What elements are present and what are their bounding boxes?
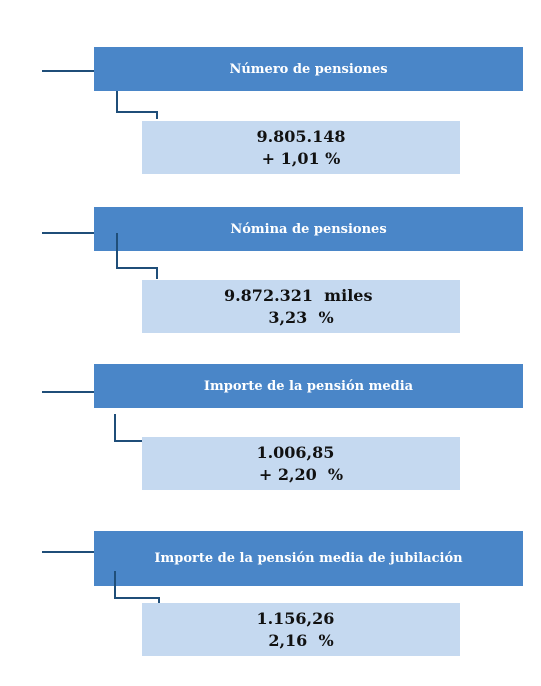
indicator-header: Número de pensiones <box>94 47 523 91</box>
indicator-title: Nómina de pensiones <box>230 221 387 237</box>
connector-line <box>116 91 158 113</box>
indicator-value-box: 9.805.148 + 1,01 % <box>142 121 460 174</box>
indicator-change: 2,16 % <box>268 630 334 650</box>
lead-line <box>42 70 94 72</box>
indicator-change: + 1,01 % <box>261 148 341 168</box>
indicator-header: Importe de la pensión media <box>94 364 523 408</box>
indicator-block-average-pension: Importe de la pensión media 1.006,85 + 2… <box>0 364 541 494</box>
indicator-change: 3,23 % <box>268 307 334 327</box>
lead-line <box>42 232 138 234</box>
indicator-title: Importe de la pensión media <box>203 378 414 394</box>
connector-line <box>114 571 160 599</box>
indicator-value: 1.006,85 <box>256 442 346 462</box>
connector-tail <box>156 111 158 119</box>
indicator-header: Importe de la pensión media de jubilació… <box>94 531 523 586</box>
connector-tail <box>156 267 158 279</box>
indicator-block-pension-payroll: Nómina de pensiones 9.872.321 miles 3,23… <box>0 207 541 337</box>
indicator-value: 1.156,26 <box>256 608 346 628</box>
indicator-title: Importe de la pensión media de jubilació… <box>154 551 463 566</box>
indicator-value: 9.805.148 <box>256 126 346 146</box>
connector-line <box>116 233 158 269</box>
indicator-value-box: 1.006,85 + 2,20 % <box>142 437 460 490</box>
indicator-title: Número de pensiones <box>229 61 388 77</box>
lead-line <box>42 551 94 553</box>
indicator-value-box: 1.156,26 2,16 % <box>142 603 460 656</box>
indicator-value-box: 9.872.321 miles 3,23 % <box>142 280 460 333</box>
indicator-block-average-retirement-pension: Importe de la pensión media de jubilació… <box>0 531 541 661</box>
indicator-change: + 2,20 % <box>258 464 344 484</box>
lead-line <box>42 391 94 393</box>
connector-line <box>114 414 160 442</box>
indicator-header: Nómina de pensiones <box>94 207 523 251</box>
indicator-value: 9.872.321 miles <box>223 285 379 305</box>
indicator-block-pension-count: Número de pensiones 9.805.148 + 1,01 % <box>0 47 541 177</box>
